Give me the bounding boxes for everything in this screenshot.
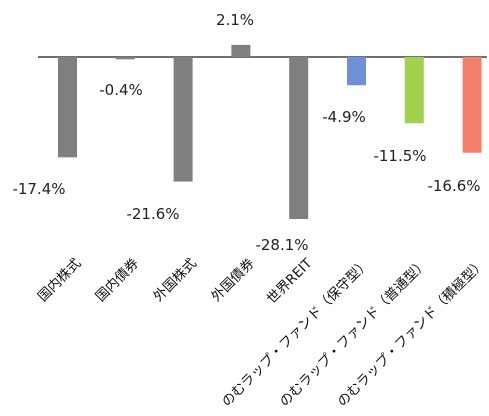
bar-2 <box>115 57 135 60</box>
category-labels-group: 国内株式 国内債券 外国株式 外国債券 世界REITのむラップ・ファンド（保守型）のむラ… <box>35 255 489 410</box>
bar-6 <box>347 57 366 86</box>
bar-8 <box>462 57 482 153</box>
bar-3 <box>173 57 193 182</box>
bar-7 <box>404 57 424 124</box>
x-tick-label-1: 国内株式 <box>35 255 85 305</box>
x-tick-label-3: 外国株式 <box>150 255 200 305</box>
data-label-8: -16.6% <box>427 177 480 195</box>
data-label-1: -17.4% <box>12 180 65 198</box>
bars-group <box>58 44 482 219</box>
data-label-3: -21.6% <box>126 205 179 223</box>
data-label-6: -4.9% <box>322 108 366 126</box>
x-tick-label-2: 国内債券 <box>93 255 143 305</box>
bar-5 <box>289 57 309 219</box>
data-label-5: -28.1% <box>255 236 308 254</box>
data-labels-group: -17.4% -0.4% -21.6% 2.1% -28.1% -4.9% -11.5%-1… <box>12 11 480 254</box>
x-tick-label-4: 外国債券 <box>208 255 258 305</box>
data-label-2: -0.4% <box>99 81 143 99</box>
bar-4 <box>231 44 251 57</box>
bar-1 <box>58 57 77 158</box>
data-label-4: 2.1% <box>216 11 254 29</box>
data-label-7: -11.5% <box>373 147 426 165</box>
x-tick-label-5: 世界REIT <box>264 255 316 307</box>
